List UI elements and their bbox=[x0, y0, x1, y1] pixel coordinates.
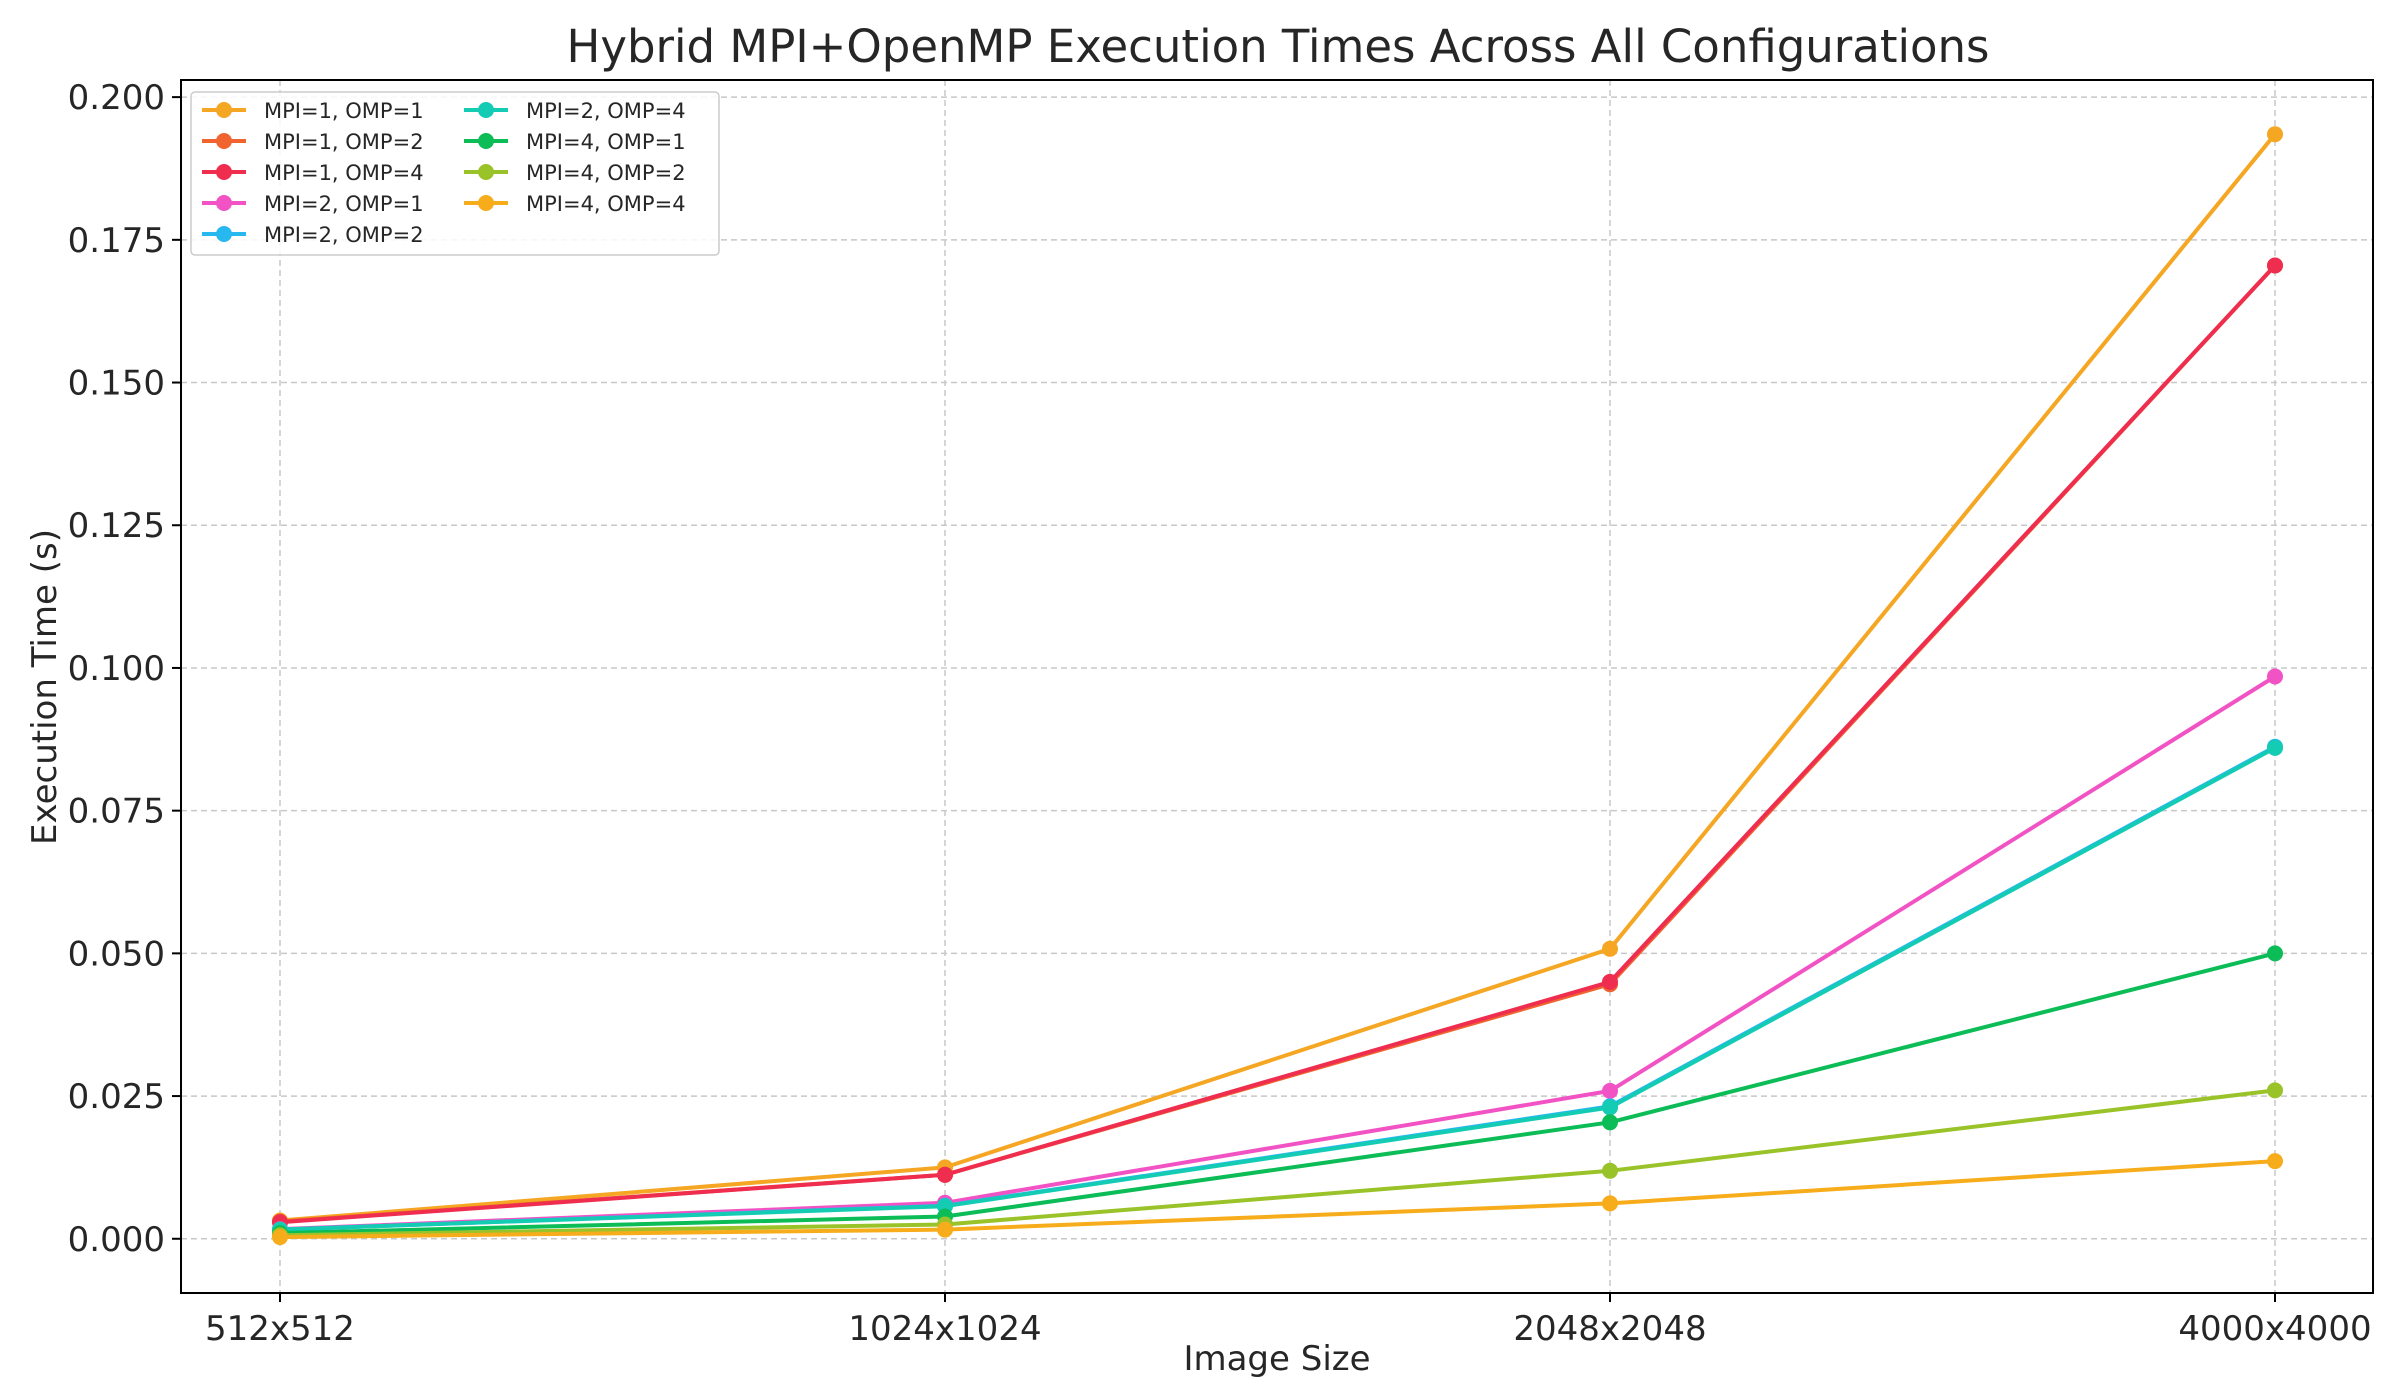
legend-swatch-marker bbox=[216, 195, 232, 211]
y-axis-label: Execution Time (s) bbox=[25, 529, 65, 845]
y-tick-label: 0.050 bbox=[68, 934, 165, 974]
chart-title: Hybrid MPI+OpenMP Execution Times Across… bbox=[567, 20, 1990, 73]
data-point bbox=[1602, 1195, 1618, 1212]
data-point bbox=[1602, 1114, 1618, 1131]
legend: MPI=1, OMP=1 MPI=1, OMP=2 MPI=1, OMP=4 MPI=… bbox=[190, 91, 720, 256]
x-axis-ticks: 512x512 1024x1024 2048x2048 4000x4000 bbox=[205, 1293, 2372, 1349]
legend-label: MPI=4, OMP=4 bbox=[526, 192, 686, 216]
legend-label: MPI=1, OMP=4 bbox=[264, 161, 424, 185]
data-point bbox=[1602, 1099, 1618, 1116]
data-point bbox=[2267, 1153, 2283, 1170]
legend-swatch-marker bbox=[216, 133, 232, 149]
y-tick-label: 0.025 bbox=[68, 1077, 165, 1117]
grid bbox=[181, 80, 2373, 1293]
series-group bbox=[272, 126, 2283, 1229]
series-line bbox=[279, 132, 2277, 1223]
data-point bbox=[2267, 945, 2283, 962]
data-point bbox=[1602, 973, 1618, 990]
y-tick-label: 0.200 bbox=[68, 78, 165, 118]
legend-swatch-marker bbox=[478, 164, 494, 180]
data-point bbox=[937, 1166, 953, 1183]
data-point bbox=[2267, 1082, 2283, 1099]
legend-label: MPI=1, OMP=1 bbox=[264, 99, 424, 123]
series-line bbox=[279, 264, 2277, 1225]
legend-swatch-marker bbox=[478, 102, 494, 118]
plot-area-frame bbox=[180, 79, 2374, 1294]
x-tick-label: 4000x4000 bbox=[2178, 1309, 2371, 1349]
legend-swatch-marker bbox=[216, 226, 232, 242]
series-group bbox=[272, 739, 2283, 1238]
data-point bbox=[272, 1229, 288, 1246]
x-axis-label: Image Size bbox=[1183, 1339, 1370, 1379]
legend-box bbox=[190, 91, 720, 256]
series-group bbox=[272, 738, 2283, 1238]
series-group bbox=[272, 1153, 2283, 1246]
y-tick-label: 0.175 bbox=[68, 221, 165, 261]
series-line bbox=[279, 1088, 2276, 1238]
data-point bbox=[2267, 668, 2283, 685]
data-point bbox=[937, 1221, 953, 1238]
legend-label: MPI=2, OMP=2 bbox=[264, 223, 424, 247]
data-point bbox=[1602, 940, 1618, 957]
series-line bbox=[279, 746, 2276, 1232]
legend-swatch-marker bbox=[216, 102, 232, 118]
legend-label: MPI=2, OMP=1 bbox=[264, 192, 424, 216]
legend-label: MPI=2, OMP=4 bbox=[526, 99, 686, 123]
legend-swatch-marker bbox=[216, 164, 232, 180]
legend-label: MPI=1, OMP=2 bbox=[264, 130, 424, 154]
x-tick-label: 2048x2048 bbox=[1513, 1309, 1706, 1349]
y-tick-label: 0.125 bbox=[68, 506, 165, 546]
series-lines bbox=[272, 126, 2283, 1246]
series-line bbox=[279, 1159, 2276, 1240]
y-tick-label: 0.075 bbox=[68, 792, 165, 832]
data-point bbox=[2267, 257, 2283, 274]
data-point bbox=[1602, 1162, 1618, 1179]
y-tick-label: 0.150 bbox=[68, 364, 165, 404]
y-tick-label: 0.000 bbox=[68, 1220, 165, 1260]
x-tick-label: 1024x1024 bbox=[848, 1309, 1041, 1349]
data-point bbox=[2267, 126, 2283, 143]
x-tick-label: 512x512 bbox=[205, 1309, 355, 1349]
y-axis-ticks: 0.000 0.025 0.050 0.075 0.100 0.125 0.150 0.175… bbox=[68, 78, 181, 1260]
data-point bbox=[1602, 1082, 1618, 1099]
legend-label: MPI=4, OMP=2 bbox=[526, 161, 686, 185]
series-group bbox=[272, 257, 2283, 1230]
legend-label: MPI=4, OMP=1 bbox=[526, 130, 686, 154]
y-tick-label: 0.100 bbox=[68, 649, 165, 689]
legend-swatch-marker bbox=[478, 133, 494, 149]
series-group bbox=[272, 257, 2283, 1231]
data-point bbox=[2267, 739, 2283, 756]
legend-swatch-marker bbox=[478, 195, 494, 211]
series-line bbox=[279, 951, 2276, 1236]
